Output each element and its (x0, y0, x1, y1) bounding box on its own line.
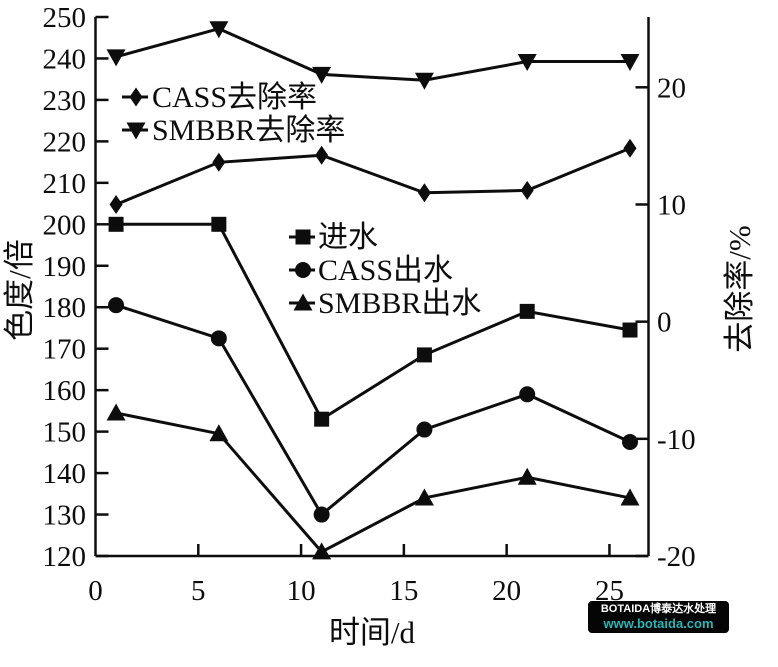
left-tick-label: 210 (43, 168, 87, 200)
left-tick-label: 140 (43, 458, 87, 490)
series-marker-triangle-up (620, 488, 640, 506)
legend-label: CASS去除率 (152, 81, 317, 114)
legend-label: 进水 (318, 221, 378, 254)
series-marker-triangle-up (517, 467, 537, 485)
right-tick-label: -10 (657, 424, 696, 456)
left-tick-label: 120 (43, 541, 87, 573)
series-line-diamond (115, 146, 631, 206)
left-tick-label: 230 (43, 85, 87, 117)
left-tick-label: 160 (43, 375, 87, 407)
series-marker-diamond (417, 183, 431, 203)
series-marker-circle (519, 386, 536, 403)
series-marker-triangle-down (312, 66, 332, 84)
legend-marker-circle (295, 262, 311, 278)
series-marker-square (622, 322, 638, 338)
series-marker-square (519, 303, 535, 319)
series-marker-diamond (109, 194, 123, 214)
right-tick-label: 20 (657, 72, 686, 104)
watermark-url: www.botaida.com (603, 616, 714, 631)
series-marker-triangle-down (106, 49, 126, 67)
legend-label: SMBBR出水 (318, 287, 481, 320)
series-line-triangle-up (115, 411, 631, 554)
series-marker-triangle-down (620, 54, 640, 72)
series-marker-circle (416, 421, 433, 438)
series-marker-triangle-down (209, 21, 229, 39)
legend-marker-triangle-down (126, 122, 146, 140)
series-marker-triangle-up (414, 488, 434, 506)
chart-render-layer: 1201301401501601701801902002102202302402… (43, 2, 696, 607)
x-tick-label: 0 (88, 575, 103, 607)
left-tick-label: 240 (43, 43, 87, 75)
left-tick-label: 150 (43, 417, 87, 449)
x-tick-label: 5 (191, 575, 206, 607)
series-marker-diamond (212, 152, 226, 172)
series-marker-square (108, 216, 124, 232)
left-tick-label: 170 (43, 334, 87, 366)
x-axis-title: 时间/d (329, 615, 416, 650)
series-marker-circle (210, 330, 227, 347)
legend-marker-square (295, 229, 311, 245)
series-marker-circle (313, 506, 330, 523)
right-tick-label: -20 (657, 541, 696, 573)
series-line-square (116, 222, 631, 422)
series-line-triangle-down (115, 27, 630, 82)
x-tick-label: 10 (287, 575, 316, 607)
series-marker-circle (108, 297, 125, 314)
left-tick-label: 200 (43, 209, 87, 241)
series-marker-square (211, 216, 227, 232)
left-tick-label: 220 (43, 126, 87, 158)
right-tick-label: 0 (657, 307, 672, 339)
series-marker-triangle-up (106, 403, 126, 421)
series-marker-square (314, 411, 330, 427)
series-marker-square (416, 347, 432, 363)
watermark-brand: BOTAIDA博泰达水处理 (600, 603, 717, 615)
left-axis-title: 色度/倍 (2, 239, 37, 341)
right-axis-title: 去除率/% (722, 225, 757, 352)
series-marker-diamond (520, 180, 534, 200)
legend-label: CASS出水 (318, 254, 453, 287)
series-marker-circle (621, 433, 638, 450)
left-tick-label: 190 (43, 251, 87, 283)
watermark: BOTAIDA博泰达水处理 www.botaida.com (588, 601, 729, 633)
series-marker-diamond (623, 138, 637, 158)
series-marker-triangle-up (312, 542, 332, 560)
series-marker-triangle-up (209, 424, 229, 442)
legend-marker-triangle-up (293, 293, 313, 311)
x-tick-label: 15 (389, 575, 418, 607)
left-tick-label: 130 (43, 500, 87, 532)
left-tick-label: 180 (43, 292, 87, 324)
series-line-circle (115, 303, 631, 517)
x-tick-label: 20 (492, 575, 521, 607)
left-tick-label: 250 (43, 2, 87, 34)
series-marker-diamond (315, 145, 329, 165)
series-marker-triangle-down (414, 72, 434, 90)
right-tick-label: 10 (657, 189, 686, 221)
series-marker-triangle-down (517, 54, 537, 72)
legend-label: SMBBR去除率 (152, 114, 345, 147)
legend-marker-diamond (129, 87, 143, 107)
